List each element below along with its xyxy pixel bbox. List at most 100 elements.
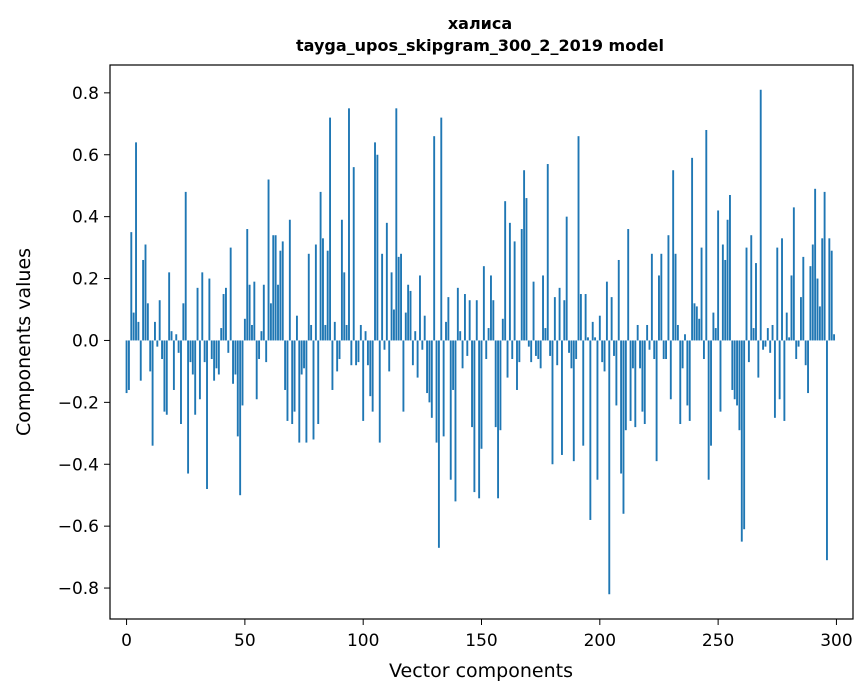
bar (513, 241, 516, 341)
bar (707, 340, 710, 480)
bar (738, 340, 741, 431)
bar (686, 340, 689, 406)
bar (149, 340, 152, 372)
bar (563, 300, 566, 341)
bar (575, 340, 578, 360)
bar (229, 247, 232, 341)
bar (688, 340, 691, 421)
bar (265, 340, 268, 363)
bar (364, 331, 367, 341)
bar (695, 306, 698, 341)
bar (601, 340, 604, 363)
bar (643, 340, 646, 425)
bar (331, 340, 334, 390)
bar (374, 142, 376, 341)
x-axis-label: Vector components (389, 660, 573, 682)
bar (785, 312, 788, 341)
bar (589, 340, 592, 520)
bar (201, 272, 204, 341)
bar (527, 340, 530, 347)
bar (613, 340, 615, 356)
bar (291, 340, 294, 425)
bar (577, 136, 580, 341)
bar (359, 324, 362, 341)
bar (248, 284, 251, 341)
bar (717, 210, 720, 341)
bar (830, 250, 833, 341)
bar (757, 340, 760, 378)
bar (312, 340, 315, 440)
bar (672, 170, 675, 341)
y-tick-label: 0.0 (72, 331, 99, 351)
bar (802, 256, 805, 341)
bar (414, 331, 417, 341)
bar (156, 340, 159, 347)
bar (518, 340, 521, 363)
bar (773, 340, 776, 418)
bar (452, 340, 455, 390)
bar (714, 328, 717, 341)
bar (388, 340, 391, 372)
bar (196, 287, 199, 341)
bar (546, 164, 549, 341)
bar (182, 303, 185, 341)
bar (795, 340, 798, 360)
bar (180, 340, 182, 425)
bar (352, 167, 355, 341)
bar (307, 253, 310, 341)
bar (355, 340, 358, 366)
bar (177, 340, 180, 353)
bar (667, 235, 670, 341)
bar (206, 340, 208, 490)
bar (740, 340, 743, 542)
bar (411, 340, 414, 366)
bar (279, 250, 282, 341)
bar (260, 331, 263, 341)
bar (797, 340, 800, 347)
bar (393, 309, 395, 341)
bar (658, 275, 660, 341)
bar (350, 340, 353, 366)
bar (710, 340, 712, 446)
bar (648, 340, 651, 350)
bar (508, 222, 511, 341)
bar (800, 297, 802, 341)
bar (433, 136, 436, 341)
bar (293, 340, 296, 412)
bar (650, 253, 653, 341)
bar (272, 235, 275, 341)
bar-series (125, 89, 836, 595)
bar (168, 272, 171, 341)
bar (724, 259, 727, 341)
bar (492, 300, 495, 341)
bar (324, 324, 327, 341)
bar (745, 247, 748, 341)
bar (622, 340, 625, 514)
bar (217, 340, 220, 375)
bar (762, 340, 765, 350)
bar (298, 340, 301, 443)
bar (764, 340, 767, 347)
bar (674, 253, 677, 341)
bar (556, 340, 559, 366)
bar (303, 340, 305, 369)
bar (693, 303, 696, 341)
bar (269, 303, 272, 341)
bar (409, 290, 412, 341)
bar (310, 324, 313, 341)
bar (378, 340, 381, 443)
bar (729, 194, 731, 341)
bar (679, 340, 682, 425)
bar (428, 340, 431, 403)
bar (826, 340, 828, 561)
bar (702, 340, 705, 360)
bar (520, 229, 523, 341)
bar (627, 229, 630, 341)
bar (407, 284, 410, 341)
bar (277, 284, 279, 341)
bar (442, 340, 445, 437)
bar (537, 340, 540, 360)
bar (549, 340, 552, 356)
x-tick-label: 100 (347, 631, 379, 651)
